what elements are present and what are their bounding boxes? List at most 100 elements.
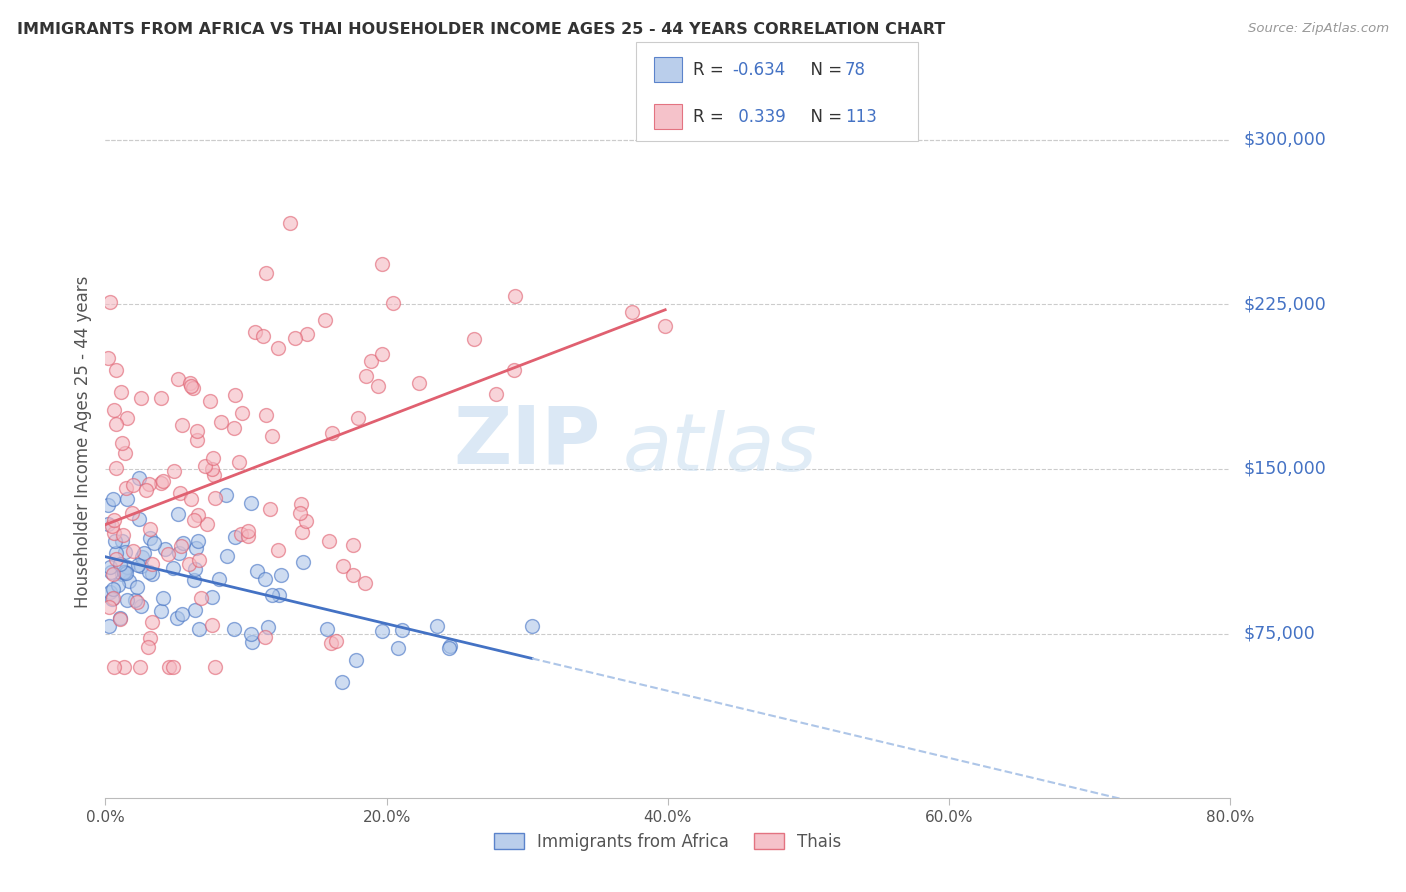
- Legend: Immigrants from Africa, Thais: Immigrants from Africa, Thais: [488, 827, 848, 858]
- Point: [97, 618, 120, 632]
- Point: [115, 481, 138, 495]
- Point: [408, 376, 430, 391]
- Point: [103, 513, 125, 527]
- Text: 78: 78: [845, 61, 866, 78]
- Point: [104, 546, 127, 560]
- Point: [117, 560, 139, 574]
- Point: [239, 627, 262, 641]
- Point: [371, 347, 394, 361]
- Point: [100, 295, 122, 310]
- Point: [224, 388, 246, 402]
- Point: [387, 641, 409, 656]
- Point: [131, 549, 153, 564]
- Point: [204, 659, 226, 673]
- Point: [262, 429, 284, 443]
- Point: [112, 527, 135, 541]
- Point: [266, 341, 288, 355]
- Point: [201, 462, 224, 476]
- Text: IMMIGRANTS FROM AFRICA VS THAI HOUSEHOLDER INCOME AGES 25 - 44 YEARS CORRELATION: IMMIGRANTS FROM AFRICA VS THAI HOUSEHOLD…: [17, 22, 945, 37]
- Point: [98, 560, 121, 574]
- Point: [502, 363, 524, 377]
- Point: [125, 595, 148, 609]
- Point: [321, 425, 343, 440]
- Point: [101, 582, 124, 597]
- Point: [129, 558, 152, 573]
- Point: [118, 574, 141, 588]
- Point: [103, 533, 125, 548]
- Point: [172, 536, 194, 550]
- Point: [240, 496, 263, 510]
- Point: [112, 566, 135, 580]
- Point: [150, 475, 173, 490]
- Text: -0.634: -0.634: [733, 61, 786, 78]
- Point: [122, 544, 145, 558]
- Point: [157, 659, 180, 673]
- Point: [150, 604, 173, 618]
- Point: [246, 565, 269, 579]
- Point: [186, 534, 208, 549]
- Point: [114, 545, 136, 559]
- Point: [138, 631, 160, 645]
- Point: [253, 572, 276, 586]
- Point: [135, 483, 157, 497]
- Point: [142, 536, 165, 550]
- Point: [112, 659, 135, 673]
- Point: [292, 556, 315, 570]
- Point: [149, 392, 172, 406]
- Point: [187, 553, 209, 567]
- Point: [101, 519, 124, 533]
- Point: [128, 471, 150, 485]
- Point: [141, 566, 163, 581]
- Point: [202, 468, 225, 483]
- Point: [280, 216, 302, 230]
- Point: [98, 585, 121, 599]
- Point: [347, 410, 370, 425]
- Point: [295, 514, 318, 528]
- Point: [186, 424, 208, 438]
- Point: [110, 385, 132, 400]
- Point: [439, 640, 461, 654]
- Point: [243, 325, 266, 339]
- Point: [107, 578, 129, 592]
- Point: [179, 376, 201, 391]
- Point: [114, 565, 136, 579]
- Point: [254, 408, 277, 422]
- Point: [426, 619, 449, 633]
- Point: [236, 524, 259, 538]
- Point: [170, 418, 193, 433]
- Point: [330, 675, 353, 690]
- Point: [115, 492, 138, 507]
- Point: [105, 551, 128, 566]
- Point: [136, 640, 159, 654]
- Point: [194, 458, 217, 473]
- Point: [167, 546, 190, 560]
- Text: $150,000: $150,000: [1244, 460, 1326, 478]
- Point: [111, 534, 134, 549]
- Point: [97, 351, 120, 365]
- Point: [463, 333, 485, 347]
- Text: N =: N =: [800, 108, 848, 126]
- Point: [318, 534, 340, 549]
- Point: [152, 591, 174, 605]
- Point: [257, 619, 280, 633]
- Point: [229, 527, 252, 541]
- Point: [177, 557, 200, 571]
- Point: [520, 618, 543, 632]
- Point: [139, 531, 162, 545]
- Point: [353, 576, 375, 591]
- Point: [167, 372, 190, 386]
- Point: [391, 623, 413, 637]
- Point: [354, 368, 377, 383]
- Point: [101, 591, 124, 606]
- Point: [183, 513, 205, 527]
- Point: [139, 523, 162, 537]
- Point: [110, 557, 132, 571]
- Point: [201, 591, 224, 605]
- Point: [267, 542, 290, 557]
- Point: [187, 508, 209, 523]
- Point: [204, 491, 226, 506]
- Text: ZIP: ZIP: [453, 402, 600, 481]
- Text: R =: R =: [693, 61, 730, 78]
- Point: [186, 433, 208, 447]
- Point: [108, 612, 131, 626]
